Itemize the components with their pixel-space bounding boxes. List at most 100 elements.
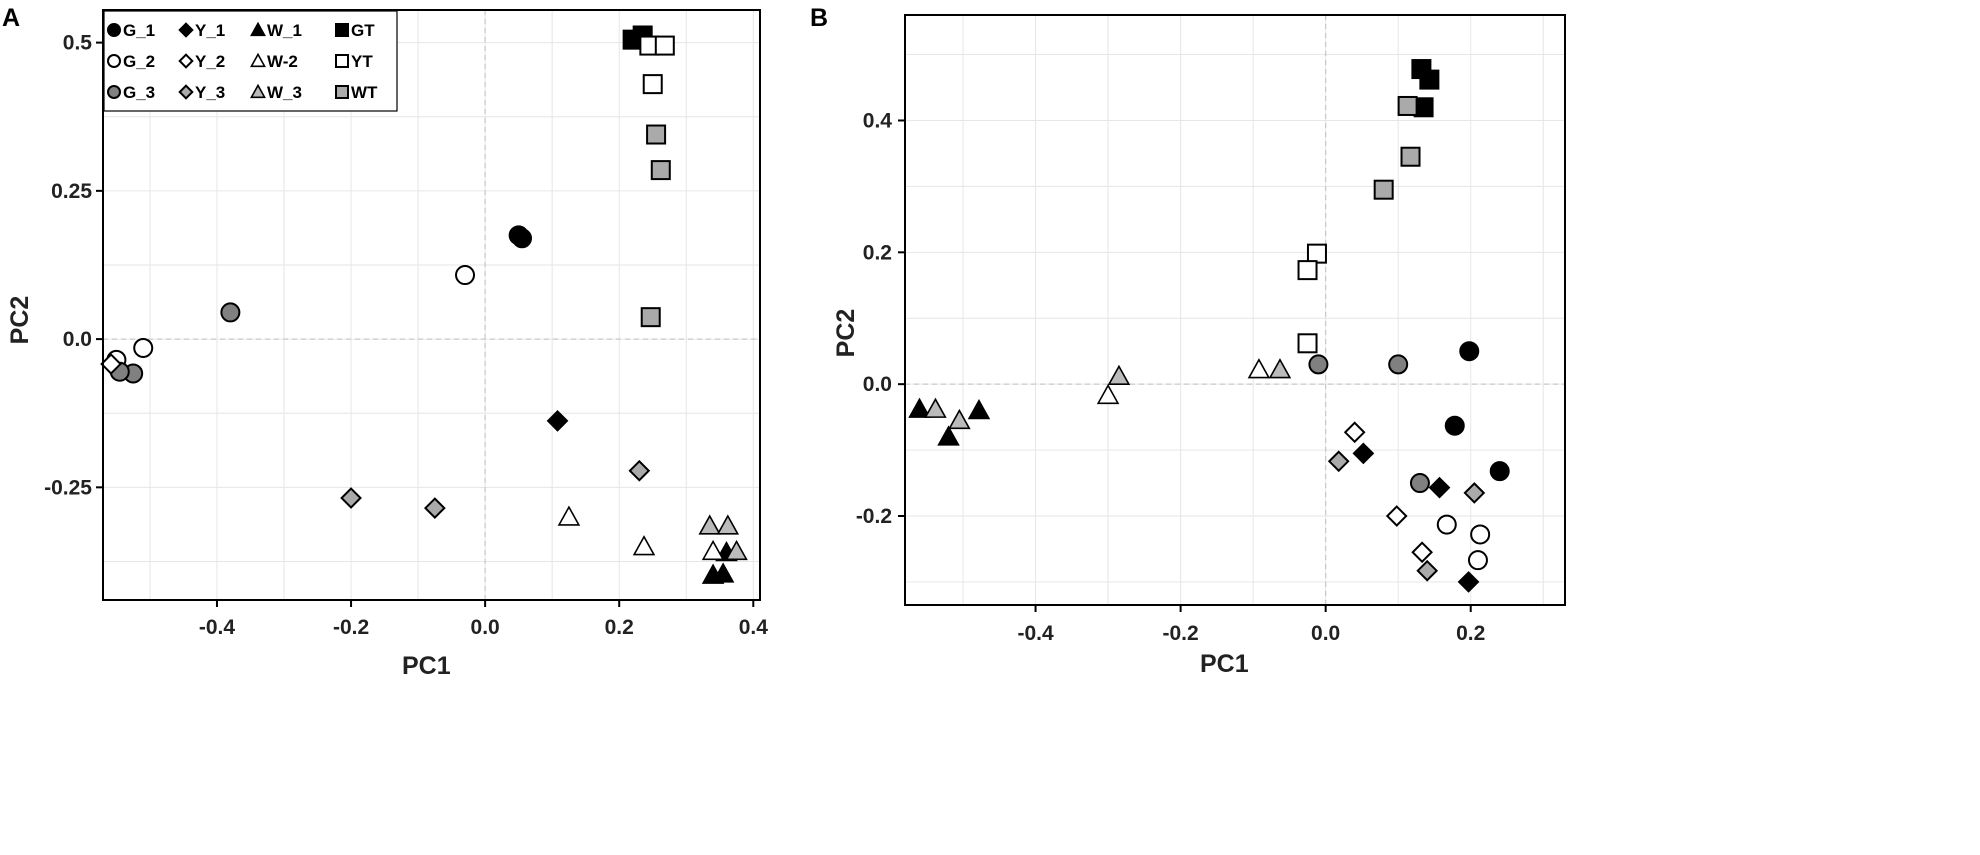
legend-marker-yt	[335, 54, 349, 68]
point-w-1	[711, 562, 735, 583]
point-g-2	[1467, 550, 1488, 571]
point-gt	[1419, 69, 1440, 90]
point-y-1	[1352, 442, 1375, 465]
panel-b-x-ticks: -0.4 -0.2 0.0 0.2	[1017, 605, 1485, 645]
legend-label: Y_1	[195, 21, 225, 40]
legend-label: Y_2	[195, 52, 225, 71]
point-w-3	[725, 539, 748, 561]
x-tick-label: -0.2	[333, 616, 369, 639]
point-y-3	[1416, 559, 1439, 582]
point-w-1	[937, 425, 960, 446]
legend-label: Y_3	[195, 83, 225, 102]
y-tick-label: 0.25	[51, 180, 92, 203]
panel-a-points	[100, 25, 748, 584]
point-w-2	[557, 505, 581, 526]
panel-b-frame	[904, 14, 1566, 606]
x-tick-label: -0.4	[199, 616, 236, 639]
legend-marker-w-3	[250, 83, 266, 99]
point-yt	[642, 74, 663, 95]
point-w-3	[716, 514, 740, 535]
panel-a: A -0.4 -0.2 0.0 0.2 0.4 0.50.250.0-0.25 PC1 …	[2, 4, 768, 680]
point-yt	[1306, 243, 1327, 264]
point-g-3	[1409, 473, 1430, 494]
point-wt	[650, 160, 671, 181]
legend-label: W_3	[267, 83, 302, 102]
legend-marker-w-1	[250, 21, 266, 37]
point-yt	[1297, 260, 1318, 281]
legend-marker-y-3	[178, 84, 194, 100]
point-yt	[654, 35, 675, 56]
x-tick-label: -0.4	[1017, 622, 1054, 645]
x-tick-label: 0.0	[1311, 622, 1340, 645]
panel-a-y-ticks: 0.5 0.25 0.0 -0.25	[44, 32, 103, 499]
point-w-3	[948, 408, 971, 430]
point-y-3	[1463, 482, 1486, 504]
legend-label: W_1	[267, 21, 302, 40]
point-y-3	[1327, 450, 1350, 473]
point-yt	[1297, 333, 1318, 354]
point-y-1	[1428, 476, 1451, 499]
point-y-3	[423, 497, 446, 519]
point-w-2	[1096, 383, 1120, 405]
point-wt	[1397, 95, 1418, 116]
point-y-1	[546, 410, 569, 432]
point-g-1	[1489, 461, 1510, 482]
panel-a-letter: A	[2, 4, 20, 32]
legend-label: WT	[351, 83, 378, 102]
legend-marker-g-3	[107, 85, 121, 99]
panel-b-y-axis-title: PC2	[832, 309, 860, 358]
y-tick-label: 0.5	[63, 32, 93, 55]
y-tick-label: -0.2	[856, 505, 892, 528]
point-g-2	[1436, 514, 1457, 535]
x-tick-label: 0.0	[471, 616, 500, 639]
point-y-2	[1385, 505, 1408, 527]
point-g-3	[1308, 354, 1329, 375]
point-g-2	[1470, 524, 1491, 545]
legend-label: W-2	[267, 52, 298, 71]
point-w-1	[908, 397, 931, 418]
point-y-2	[1343, 421, 1366, 444]
point-y-1	[1457, 571, 1480, 593]
legend-marker-gt	[335, 23, 349, 37]
point-w-2	[632, 535, 656, 556]
point-g-2	[133, 337, 154, 358]
legend-marker-g-2	[107, 54, 121, 68]
point-w-1	[967, 398, 991, 420]
point-g-1	[1444, 415, 1465, 436]
y-tick-label: 0.0	[863, 373, 892, 396]
point-y-3	[340, 487, 362, 509]
legend-marker-wt	[335, 85, 349, 99]
panel-a-x-ticks: -0.4 -0.2 0.0 0.2 0.4	[199, 600, 768, 639]
point-wt	[1373, 179, 1394, 200]
panel-b-plot-area	[905, 15, 1565, 605]
point-w-2	[701, 539, 725, 561]
panel-a-zero-lines	[103, 10, 760, 600]
legend: G_1 Y_1 W_1 GT G_2 Y_2 W-2 YT G_3 Y_3 W_3 WT	[103, 10, 398, 112]
point-g-3	[220, 302, 241, 323]
point-y-2	[100, 353, 122, 375]
panel-b-y-ticks: 0.4 0.2 0.0 -0.2	[856, 109, 905, 528]
legend-label: GT	[351, 21, 375, 40]
legend-marker-y-1	[178, 22, 194, 38]
point-wt	[646, 124, 667, 145]
point-w-2	[1247, 358, 1271, 379]
legend-marker-w-2	[250, 52, 266, 68]
point-wt	[640, 307, 661, 328]
y-tick-label: 0.2	[863, 241, 892, 264]
x-tick-label: 0.4	[739, 616, 769, 639]
x-tick-label: 0.2	[605, 616, 634, 639]
point-w-3	[1268, 358, 1292, 379]
point-w-3	[698, 514, 721, 535]
panel-a-x-axis-title: PC1	[402, 652, 451, 680]
legend-marker-y-2	[178, 53, 194, 69]
panel-b: B -0.4 -0.2 0.0 0.2 0.4 0.2 0.0 -0.2 PC1 PC2	[810, 4, 1566, 678]
legend-label: G_1	[123, 21, 155, 40]
y-tick-label: -0.25	[44, 476, 92, 499]
x-tick-label: -0.2	[1163, 622, 1199, 645]
point-g-1	[1459, 341, 1480, 362]
y-tick-label: 0.0	[63, 328, 92, 351]
panel-a-y-axis-title: PC2	[6, 296, 34, 345]
legend-marker-g-1	[107, 23, 121, 37]
y-tick-label: 0.4	[863, 109, 893, 132]
